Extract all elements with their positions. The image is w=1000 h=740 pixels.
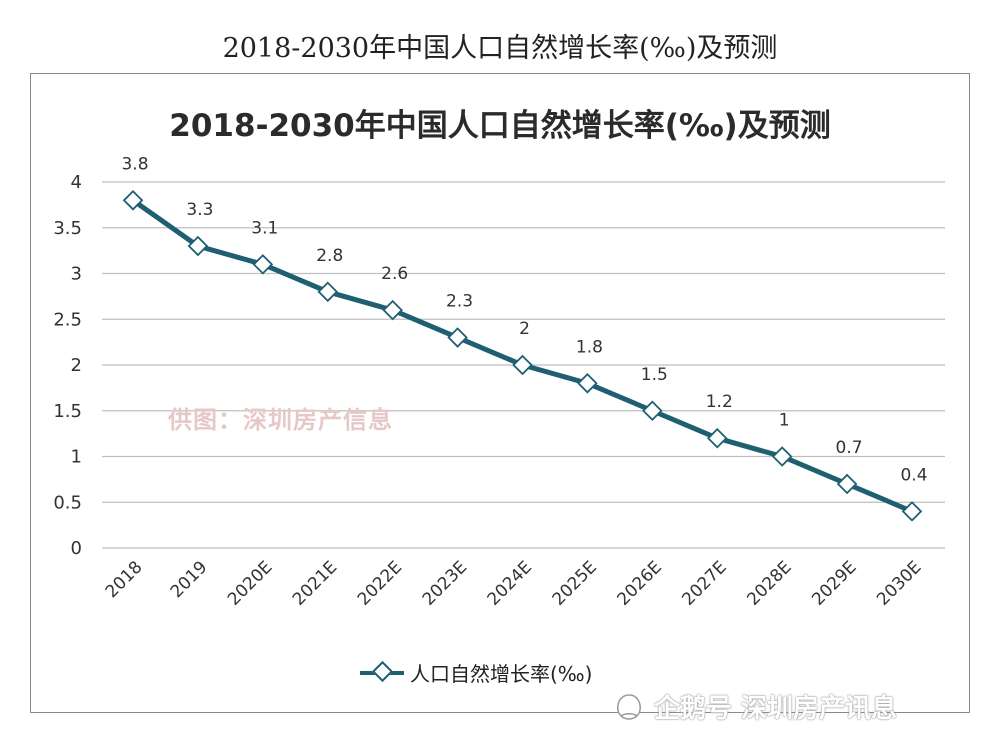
x-tick-label: 2025E xyxy=(549,557,601,609)
legend-diamond-marker xyxy=(371,660,394,682)
y-tick-label: 3 xyxy=(71,264,82,285)
y-tick-label: 3.5 xyxy=(53,218,82,239)
legend-line-swatch xyxy=(360,660,404,682)
x-tick-label: 2030E xyxy=(873,557,925,609)
data-point-marker xyxy=(122,190,144,211)
data-label: 2.8 xyxy=(316,246,343,266)
data-label: 3.3 xyxy=(186,200,213,220)
x-tick-label: 2021E xyxy=(289,557,341,609)
legend-label: 人口自然增长率(‰) xyxy=(410,662,593,686)
x-tick-label: 2024E xyxy=(484,557,536,609)
y-tick-label: 0 xyxy=(71,538,82,559)
data-label: 2.3 xyxy=(446,292,473,312)
y-tick-label: 0.5 xyxy=(53,492,82,513)
x-tick-label: 2020E xyxy=(224,557,276,609)
x-tick-label: 2027E xyxy=(678,557,730,609)
data-label: 0.4 xyxy=(900,465,927,485)
watermark-text: 供图：深圳房产信息 xyxy=(168,406,393,434)
y-tick-label: 4 xyxy=(71,172,82,193)
data-point-marker xyxy=(771,446,793,467)
y-tick-label: 1 xyxy=(71,447,82,468)
footer-text: 企鹅号 深圳房产讯息 xyxy=(654,694,898,724)
x-tick-label: 2028E xyxy=(743,557,795,609)
data-label: 1.8 xyxy=(576,337,603,357)
data-label: 3.8 xyxy=(121,154,148,174)
data-point-marker xyxy=(642,400,663,422)
y-tick-label: 2 xyxy=(71,355,82,376)
data-point-marker xyxy=(836,473,858,495)
x-tick-label: 2026E xyxy=(614,557,666,609)
y-tick-label: 2.5 xyxy=(53,309,82,330)
x-tick-label: 2029E xyxy=(808,557,860,609)
data-point-marker xyxy=(577,373,598,394)
data-label: 2.6 xyxy=(381,264,408,284)
data-point-marker xyxy=(317,281,339,303)
page-caption: 2018-2030年中国人口自然增长率(‰)及预测 xyxy=(222,33,778,64)
y-tick-label: 1.5 xyxy=(53,401,82,422)
data-label: 1.5 xyxy=(641,365,668,385)
x-tick-label: 2019 xyxy=(167,557,212,602)
data-label: 0.7 xyxy=(836,438,863,458)
x-tick-label: 2018 xyxy=(102,557,147,602)
data-label: 2 xyxy=(519,319,530,339)
data-point-marker xyxy=(447,327,468,348)
data-label: 1 xyxy=(779,411,790,431)
footer-watermark: 企鹅号 深圳房产讯息 xyxy=(612,688,897,725)
data-point-marker xyxy=(512,354,533,376)
data-point-marker xyxy=(706,427,728,449)
data-point-marker xyxy=(187,235,209,257)
data-label: 1.2 xyxy=(706,392,733,412)
x-tick-label: 2022E xyxy=(354,557,406,609)
chart-title: 2018-2030年中国人口自然增长率(‰)及预测 xyxy=(169,108,831,144)
chart-legend: 人口自然增长率(‰) xyxy=(360,658,592,687)
x-tick-label: 2023E xyxy=(419,557,471,609)
chart-frame xyxy=(30,73,970,713)
penguin-icon xyxy=(617,693,641,720)
data-point-marker xyxy=(382,299,403,321)
data-point-marker xyxy=(901,501,923,522)
data-label: 3.1 xyxy=(251,218,278,238)
data-point-marker xyxy=(252,254,274,275)
